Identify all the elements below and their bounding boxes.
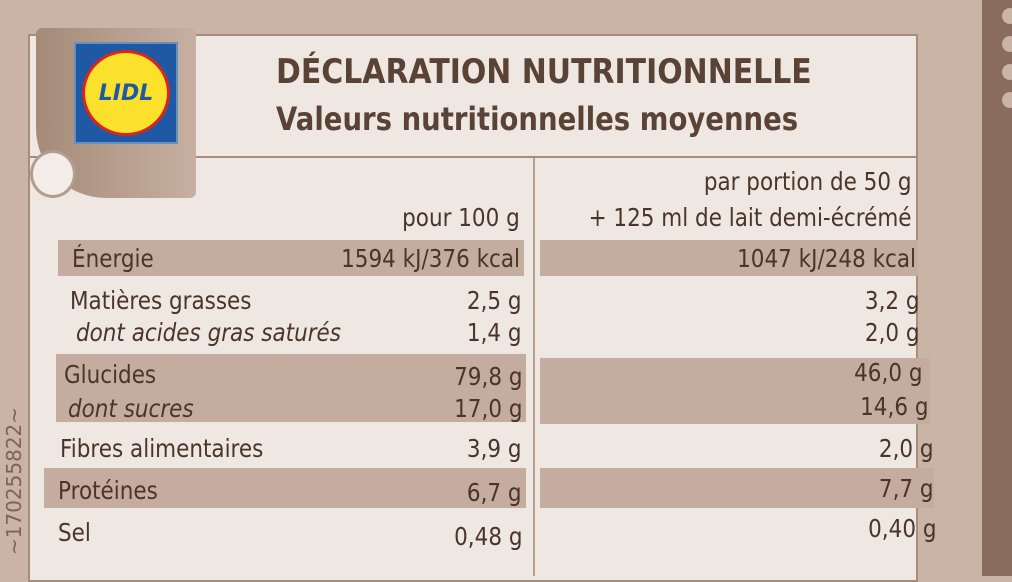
- row-value-carbohydrates-per100: 79,8 g: [453, 362, 522, 391]
- header-divider: [30, 156, 916, 158]
- row-value-fiber-portion: 2,0 g: [879, 434, 934, 463]
- perforation-dot: [1002, 36, 1012, 52]
- row-label-fat: Matières grasses: [70, 286, 252, 315]
- page-title: DÉCLARATION NUTRITIONNELLE: [276, 52, 812, 92]
- lidl-logo: LIDL: [74, 42, 178, 144]
- row-label-protein: Protéines: [58, 476, 158, 505]
- row-value-sugars-per100: 17,0 g: [453, 394, 522, 423]
- row-label-saturated-fat: dont acides gras saturés: [76, 318, 341, 347]
- product-code: ~170255822~: [2, 406, 26, 555]
- column-header-portion-line1: par portion de 50 g: [704, 167, 912, 196]
- row-value-protein-portion: 7,7 g: [879, 474, 934, 503]
- row-value-carbohydrates-portion: 46,0 g: [853, 358, 922, 387]
- row-band-carbs-right: [540, 358, 930, 424]
- row-value-salt-portion: 0,40 g: [867, 514, 936, 543]
- row-value-saturated-fat-per100: 1,4 g: [467, 318, 522, 347]
- package-edge: [982, 0, 1012, 576]
- column-header-portion-line2: + 125 ml de lait demi-écrémé: [589, 203, 912, 232]
- row-value-energy-portion: 1047 kJ/248 kcal: [737, 244, 916, 273]
- row-band-energy-right: [540, 240, 918, 276]
- row-value-saturated-fat-portion: 2,0 g: [865, 318, 920, 347]
- perforation-dot: [1002, 92, 1012, 108]
- row-value-sugars-portion: 14,6 g: [859, 392, 928, 421]
- row-label-carbohydrates: Glucides: [64, 360, 157, 389]
- row-band-carbs-left: [56, 354, 526, 422]
- row-label-salt: Sel: [58, 518, 91, 547]
- ribbon-curl: [30, 150, 76, 198]
- row-band-energy-left: [58, 240, 524, 276]
- column-header-per100: pour 100 g: [402, 203, 520, 232]
- perforation-dot: [1002, 64, 1012, 80]
- row-label-energy: Énergie: [72, 244, 154, 273]
- row-band-protein-left: [44, 468, 526, 508]
- row-value-fat-per100: 2,5 g: [467, 286, 522, 315]
- column-divider: [533, 158, 535, 576]
- row-value-energy-per100: 1594 kJ/376 kcal: [341, 244, 520, 273]
- lidl-logo-circle: LIDL: [82, 50, 170, 136]
- row-value-protein-per100: 6,7 g: [467, 478, 522, 507]
- row-value-salt-per100: 0,48 g: [453, 522, 522, 551]
- row-value-fiber-per100: 3,9 g: [467, 434, 522, 463]
- lidl-logo-text: LIDL: [98, 80, 154, 106]
- row-label-sugars: dont sucres: [68, 394, 194, 423]
- row-band-protein-right: [540, 468, 934, 508]
- row-value-fat-portion: 3,2 g: [865, 286, 920, 315]
- row-label-fiber: Fibres alimentaires: [60, 434, 264, 463]
- page-subtitle: Valeurs nutritionnelles moyennes: [276, 100, 799, 138]
- perforation-dot: [1002, 8, 1012, 24]
